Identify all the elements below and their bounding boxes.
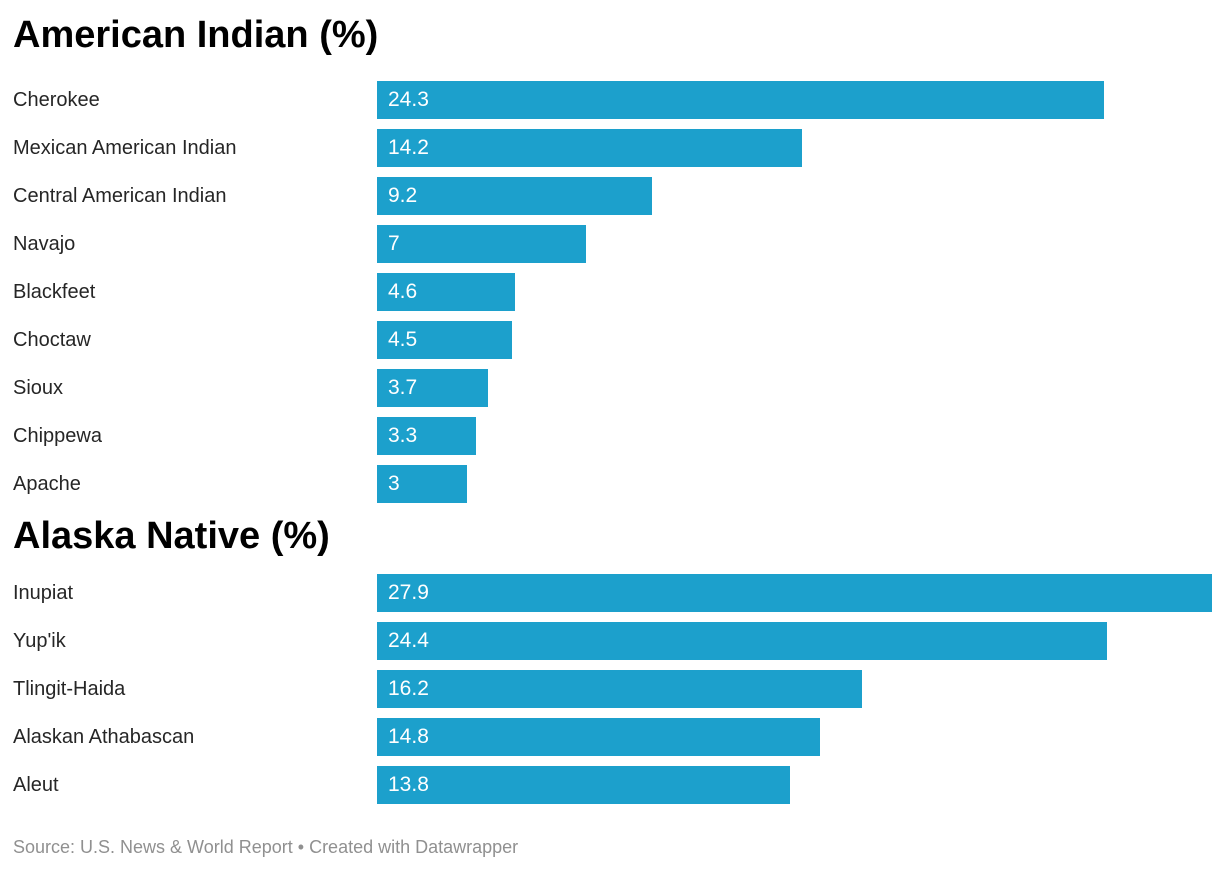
category-label: Central American Indian — [13, 184, 227, 207]
bar-row: Yup'ik 24.4 — [13, 622, 1212, 660]
bar-value-label: 24.4 — [388, 629, 429, 652]
bar: 24.4 — [377, 622, 1108, 660]
bar: 7 — [377, 225, 587, 263]
bar: 27.9 — [377, 574, 1212, 612]
category-label: Alaskan Athabascan — [13, 725, 195, 748]
bar: 9.2 — [377, 177, 653, 215]
bar-track: 14.8 — [377, 718, 1212, 756]
bar-row: Tlingit-Haida 16.2 — [13, 670, 1212, 708]
bar-row: Sioux 3.7 — [13, 369, 1212, 407]
bar-track: 9.2 — [377, 177, 1212, 215]
bar-value-label: 14.2 — [388, 136, 429, 159]
chart-container: American Indian (%) Cherokee 24.3 Mexican … — [0, 12, 1220, 858]
bar: 3.3 — [377, 417, 476, 455]
section-title-alaska-native: Alaska Native (%) — [13, 515, 330, 557]
bar-track: 7 — [377, 225, 1212, 263]
bar-value-label: 4.5 — [388, 328, 418, 351]
bar-row: Mexican American Indian 14.2 — [13, 129, 1212, 167]
category-label: Choctaw — [13, 328, 91, 351]
category-label: Chippewa — [13, 424, 102, 447]
bar-value-label: 3 — [388, 472, 400, 495]
bar-track: 24.4 — [377, 622, 1212, 660]
bar-value-label: 4.6 — [388, 280, 418, 303]
bar: 14.2 — [377, 129, 802, 167]
bar-track: 24.3 — [377, 81, 1212, 119]
bar-value-label: 9.2 — [388, 184, 418, 207]
category-label: Yup'ik — [13, 629, 66, 652]
source-attribution: Source: U.S. News & World Report • Creat… — [13, 837, 519, 857]
bar-value-label: 16.2 — [388, 677, 429, 700]
bar-track: 14.2 — [377, 129, 1212, 167]
bar-value-label: 14.8 — [388, 725, 429, 748]
bar-row: Blackfeet 4.6 — [13, 273, 1212, 311]
category-label: Sioux — [13, 376, 64, 399]
bar-row: Central American Indian 9.2 — [13, 177, 1212, 215]
bar-row: Inupiat 27.9 — [13, 574, 1212, 612]
category-label: Blackfeet — [13, 280, 96, 303]
category-label: Inupiat — [13, 581, 74, 604]
bar-value-label: 3.7 — [388, 376, 418, 399]
bar-row: Navajo 7 — [13, 225, 1212, 263]
bar-track: 3.7 — [377, 369, 1212, 407]
section-title-american-indian: American Indian (%) — [13, 14, 379, 56]
bar-row: Cherokee 24.3 — [13, 81, 1212, 119]
bar-value-label: 7 — [388, 232, 400, 255]
bar: 24.3 — [377, 81, 1105, 119]
bar-row: Apache 3 — [13, 465, 1212, 503]
bar: 16.2 — [377, 670, 862, 708]
bar-track: 3.3 — [377, 417, 1212, 455]
bar: 4.5 — [377, 321, 512, 359]
bar: 14.8 — [377, 718, 820, 756]
bar: 3.7 — [377, 369, 488, 407]
bar-track: 4.6 — [377, 273, 1212, 311]
category-label: Tlingit-Haida — [13, 677, 126, 700]
bar-track: 13.8 — [377, 766, 1212, 804]
bar-value-label: 27.9 — [388, 581, 429, 604]
bar-track: 27.9 — [377, 574, 1212, 612]
bar-track: 3 — [377, 465, 1212, 503]
bar: 3 — [377, 465, 467, 503]
bar-value-label: 24.3 — [388, 88, 429, 111]
bar-row: Aleut 13.8 — [13, 766, 1212, 804]
bar-track: 16.2 — [377, 670, 1212, 708]
bar-row: Alaskan Athabascan 14.8 — [13, 718, 1212, 756]
category-label: Mexican American Indian — [13, 136, 237, 159]
bar-value-label: 13.8 — [388, 773, 429, 796]
bar-value-label: 3.3 — [388, 424, 418, 447]
category-label: Navajo — [13, 232, 76, 255]
category-label: Aleut — [13, 773, 59, 796]
bar: 4.6 — [377, 273, 515, 311]
bar-group-alaska-native: Inupiat 27.9 Yup'ik 24.4 Tlingit-Haida 16.2 Al… — [13, 574, 1212, 804]
category-label: Cherokee — [13, 88, 100, 111]
bar: 13.8 — [377, 766, 790, 804]
bar-row: Chippewa 3.3 — [13, 417, 1212, 455]
category-label: Apache — [13, 472, 81, 495]
bar-track: 4.5 — [377, 321, 1212, 359]
bar-group-american-indian: Cherokee 24.3 Mexican American Indian 14.2 C… — [13, 81, 1212, 503]
bar-row: Choctaw 4.5 — [13, 321, 1212, 359]
